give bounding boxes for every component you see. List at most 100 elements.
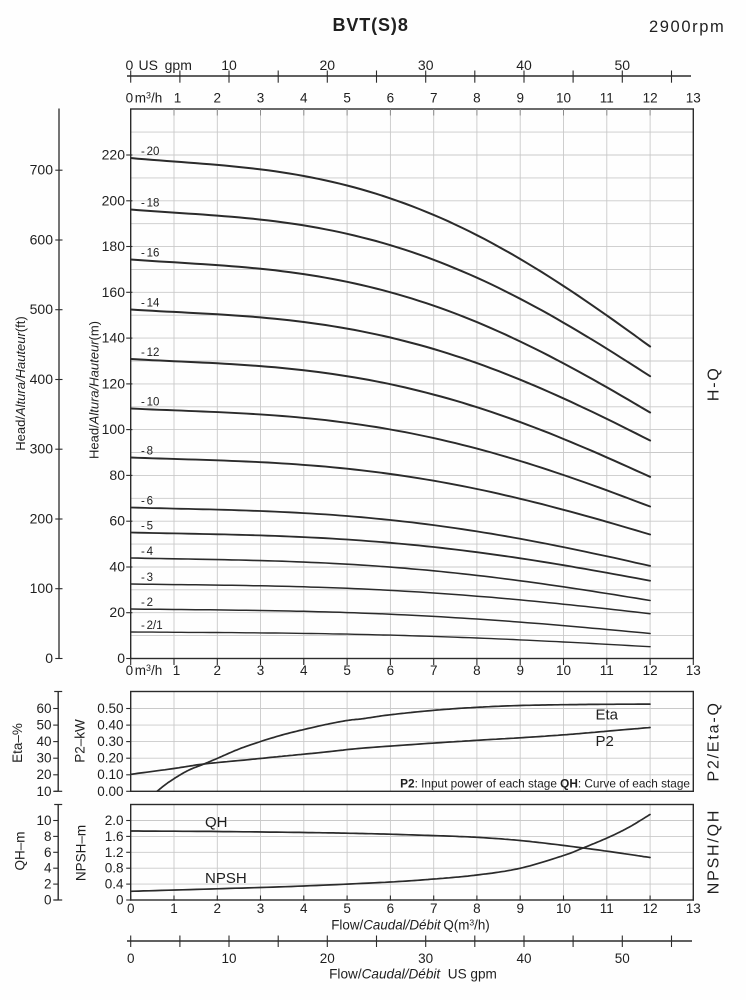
- svg-text:300: 300: [30, 441, 54, 457]
- svg-text:100: 100: [30, 580, 54, 596]
- svg-text:1: 1: [170, 901, 178, 916]
- svg-text:9: 9: [516, 663, 524, 678]
- svg-text:4: 4: [44, 861, 52, 876]
- svg-text:10: 10: [221, 57, 237, 73]
- svg-text:1: 1: [174, 91, 182, 106]
- svg-text:0: 0: [117, 650, 125, 666]
- svg-text:0: 0: [127, 951, 135, 966]
- svg-text:8: 8: [473, 91, 481, 106]
- svg-text:12: 12: [643, 901, 658, 916]
- svg-text:1.2: 1.2: [105, 845, 124, 860]
- svg-text:BVT(S)8: BVT(S)8: [332, 15, 408, 35]
- svg-text:P2: P2: [596, 733, 614, 750]
- svg-text:6: 6: [387, 91, 395, 106]
- svg-text:1.6: 1.6: [105, 829, 124, 844]
- svg-text:0.40: 0.40: [97, 718, 123, 733]
- svg-text:0: 0: [44, 893, 52, 908]
- svg-text:4: 4: [300, 663, 308, 678]
- svg-text:6: 6: [387, 663, 395, 678]
- svg-text:3: 3: [257, 901, 265, 916]
- svg-text:10: 10: [221, 951, 236, 966]
- svg-text:500: 500: [30, 301, 54, 317]
- svg-text:2: 2: [214, 91, 222, 106]
- svg-text:-6: -6: [141, 496, 153, 508]
- svg-text:50: 50: [615, 951, 630, 966]
- svg-text:10: 10: [36, 813, 51, 828]
- svg-text:9: 9: [516, 901, 524, 916]
- svg-text:20: 20: [320, 57, 336, 73]
- svg-text:9: 9: [516, 91, 524, 106]
- svg-text:4: 4: [300, 91, 308, 106]
- svg-text:m3/h: m3/h: [135, 663, 162, 678]
- svg-text:0: 0: [45, 650, 53, 666]
- svg-text:-2/1: -2/1: [141, 620, 163, 632]
- svg-text:11: 11: [600, 663, 614, 678]
- svg-text:30: 30: [418, 57, 434, 73]
- svg-text:10: 10: [36, 784, 51, 799]
- svg-text:P2–kW: P2–kW: [73, 719, 88, 763]
- svg-text:0.00: 0.00: [97, 784, 123, 799]
- svg-text:US gpm: US gpm: [139, 57, 192, 73]
- svg-text:0.4: 0.4: [105, 877, 124, 892]
- svg-text:-10: -10: [141, 397, 159, 409]
- svg-text:200: 200: [102, 192, 126, 208]
- svg-text:140: 140: [102, 330, 126, 346]
- svg-text:5: 5: [343, 91, 351, 106]
- svg-text:0.8: 0.8: [105, 861, 124, 876]
- svg-text:NPSH–m: NPSH–m: [74, 825, 89, 881]
- svg-text:Head/Altura/Hauteur(ft): Head/Altura/Hauteur(ft): [13, 316, 28, 450]
- svg-text:-4: -4: [141, 546, 154, 558]
- svg-text:5: 5: [343, 901, 351, 916]
- svg-text:0: 0: [126, 91, 134, 106]
- svg-text:-14: -14: [141, 298, 160, 310]
- svg-text:8: 8: [473, 901, 481, 916]
- svg-text:-5: -5: [141, 521, 153, 533]
- svg-text:7: 7: [430, 91, 438, 106]
- svg-text:-20: -20: [141, 146, 159, 158]
- svg-text:-3: -3: [141, 572, 153, 584]
- svg-text:6: 6: [44, 845, 52, 860]
- svg-text:40: 40: [109, 559, 125, 575]
- svg-text:40: 40: [36, 734, 51, 749]
- svg-text:Flow/Caudal/Débit US gpm: Flow/Caudal/Débit US gpm: [329, 967, 497, 982]
- svg-text:-12: -12: [141, 347, 159, 359]
- svg-text:0.20: 0.20: [97, 751, 123, 766]
- svg-text:2: 2: [214, 901, 222, 916]
- svg-text:10: 10: [556, 663, 571, 678]
- svg-text:10: 10: [556, 91, 571, 106]
- svg-text:H-Q: H-Q: [706, 366, 723, 401]
- svg-text:Eta–%: Eta–%: [10, 723, 25, 763]
- svg-text:50: 50: [615, 57, 631, 73]
- svg-text:3: 3: [257, 663, 265, 678]
- svg-text:120: 120: [102, 375, 126, 391]
- svg-text:30: 30: [36, 751, 51, 766]
- svg-text:Head/Altura/Hauteur(m): Head/Altura/Hauteur(m): [87, 321, 102, 459]
- svg-text:12: 12: [643, 663, 658, 678]
- svg-text:10: 10: [556, 901, 571, 916]
- svg-text:20: 20: [109, 604, 125, 620]
- svg-text:2900rpm: 2900rpm: [649, 18, 725, 36]
- svg-text:1: 1: [173, 663, 181, 678]
- svg-text:7: 7: [430, 663, 438, 678]
- svg-text:12: 12: [643, 91, 658, 106]
- svg-text:-18: -18: [141, 198, 159, 210]
- svg-text:200: 200: [30, 511, 54, 527]
- svg-text:2: 2: [44, 877, 52, 892]
- svg-text:0.30: 0.30: [97, 734, 123, 749]
- svg-text:400: 400: [30, 371, 54, 387]
- svg-text:8: 8: [44, 829, 52, 844]
- svg-text:30: 30: [418, 951, 433, 966]
- svg-text:0: 0: [116, 893, 124, 908]
- svg-text:8: 8: [473, 663, 481, 678]
- svg-text:20: 20: [320, 951, 335, 966]
- svg-text:60: 60: [36, 701, 51, 716]
- svg-text:220: 220: [102, 147, 126, 163]
- svg-text:0: 0: [126, 663, 134, 678]
- svg-text:13: 13: [686, 91, 701, 106]
- svg-text:50: 50: [36, 718, 51, 733]
- svg-text:100: 100: [102, 421, 126, 437]
- svg-text:P2/Eta-Q: P2/Eta-Q: [706, 701, 723, 781]
- svg-text:3: 3: [257, 91, 265, 106]
- svg-text:QH: QH: [205, 814, 228, 831]
- svg-text:QH–m: QH–m: [13, 831, 28, 870]
